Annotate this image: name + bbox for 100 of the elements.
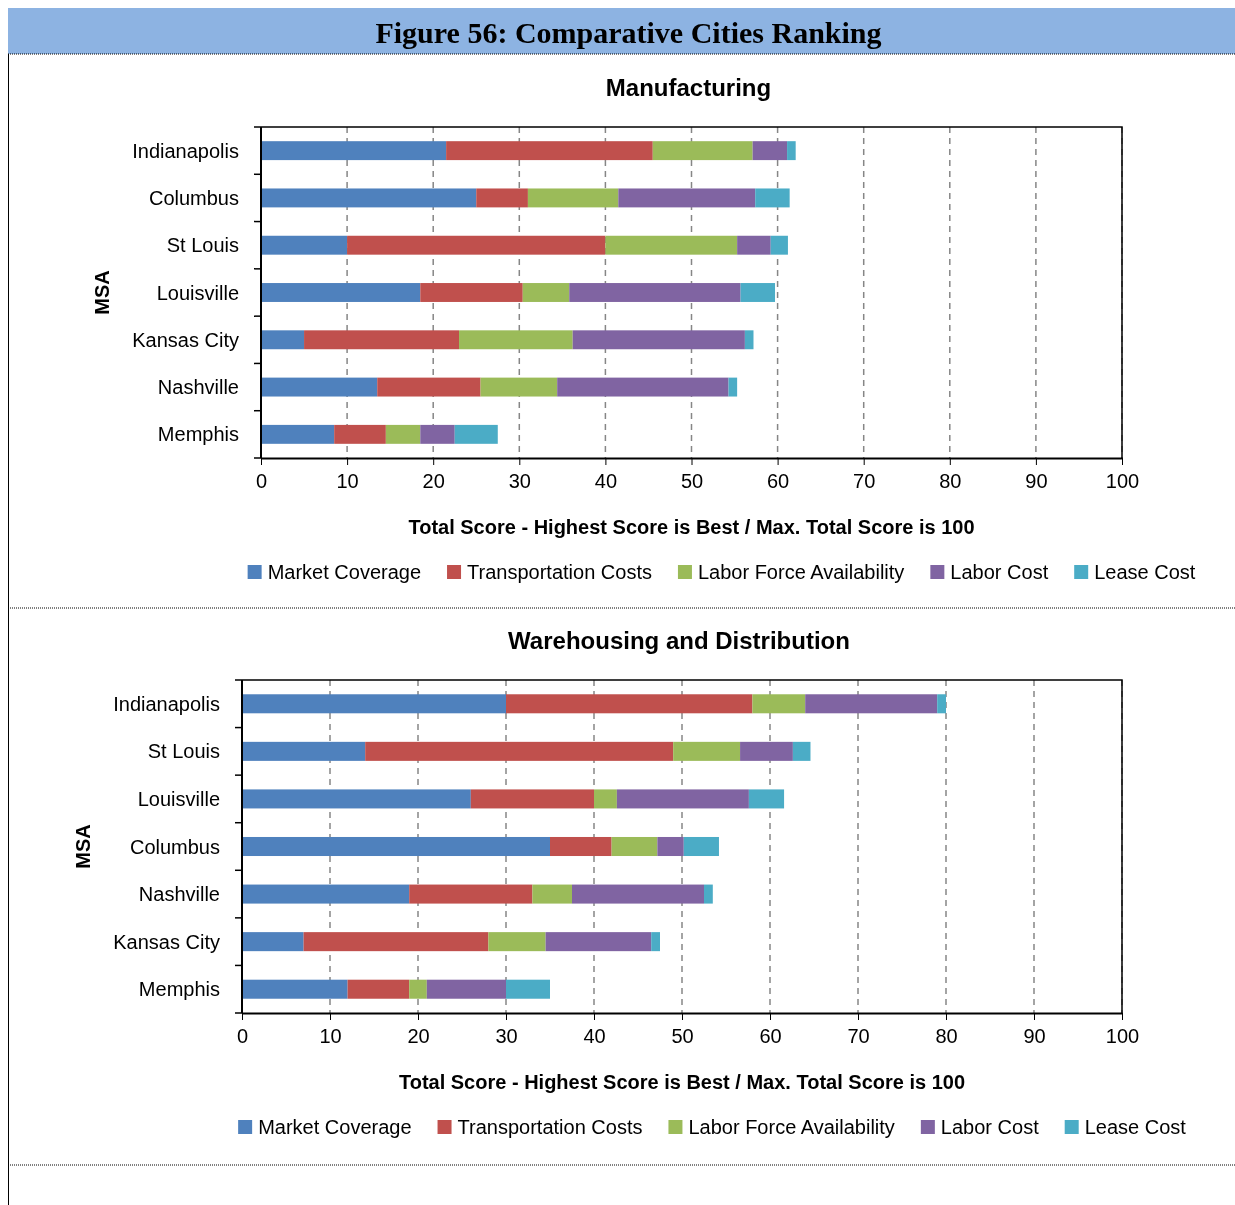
bar	[446, 141, 653, 161]
bar	[740, 741, 793, 761]
bar	[470, 789, 594, 809]
y-tick-label: Memphis	[157, 423, 239, 446]
y-tick-label: Indianapolis	[132, 139, 239, 162]
x-tick-label: 0	[255, 470, 268, 492]
legend-label: Market Coverage	[267, 561, 422, 583]
bar	[527, 188, 619, 208]
bar	[261, 377, 378, 397]
bar	[261, 188, 477, 208]
legend-label: Transportation Costs	[467, 561, 652, 583]
x-tick-label: 20	[422, 470, 445, 492]
x-tick-label: 30	[508, 470, 531, 492]
bar	[572, 884, 704, 904]
legend-label: Labor Cost	[950, 561, 1049, 583]
y-tick-label: Columbus	[148, 186, 239, 209]
bar	[261, 235, 348, 255]
x-axis-title: Total Score - Highest Score is Best / Max. Total Score is 100	[408, 516, 975, 538]
y-tick-label: Louisville	[156, 281, 239, 304]
bar	[673, 741, 741, 761]
bar	[740, 283, 776, 302]
x-tick-label: 100	[1105, 1025, 1140, 1047]
y-tick-label: Columbus	[129, 835, 220, 858]
bar	[748, 789, 785, 809]
legend-label: Market Coverage	[258, 1116, 412, 1138]
x-tick-label: 70	[847, 1025, 870, 1047]
bar	[365, 741, 674, 761]
bar	[532, 884, 572, 904]
bar	[683, 836, 719, 857]
y-tick-label: Kansas City	[113, 930, 220, 953]
y-tick-label: Nashville	[157, 376, 239, 399]
bar	[937, 694, 946, 714]
x-tick-label: 100	[1105, 470, 1140, 492]
bar	[506, 979, 550, 999]
bar	[459, 330, 573, 350]
bar	[569, 283, 741, 302]
legend-label: Labor Force Availability	[697, 561, 905, 583]
y-tick-label: Nashville	[138, 883, 220, 906]
bar	[242, 741, 366, 761]
bar	[261, 283, 421, 302]
bar	[752, 141, 788, 161]
bar	[480, 377, 558, 397]
bar	[545, 932, 652, 952]
bar	[347, 235, 606, 255]
bar	[242, 694, 506, 714]
bar	[752, 694, 806, 714]
bar	[618, 188, 756, 208]
legend-label: Transportation Costs	[457, 1116, 643, 1138]
bar	[550, 836, 612, 857]
legend-label: Lease Cost	[1084, 1116, 1187, 1138]
y-tick-label: Indianapolis	[113, 692, 220, 715]
legend-label: Labor Cost	[940, 1116, 1040, 1138]
bar	[377, 377, 481, 397]
bar	[420, 283, 523, 302]
bar	[522, 283, 570, 302]
bar	[242, 979, 348, 999]
x-tick-label: 70	[853, 470, 876, 492]
bar	[347, 979, 410, 999]
chart-title: Warehousing and Distribution	[508, 627, 850, 654]
bar	[728, 377, 738, 397]
bar	[572, 330, 745, 350]
x-tick-label: 80	[939, 470, 962, 492]
bar	[242, 789, 471, 809]
bar	[605, 235, 738, 255]
x-tick-label: 90	[1025, 470, 1048, 492]
x-tick-label: 40	[594, 470, 618, 492]
bar	[242, 836, 550, 857]
bar	[454, 424, 498, 444]
chart-title: Figure 56: Comparative Cities Ranking	[375, 15, 882, 49]
bar	[651, 932, 660, 952]
bar	[261, 141, 447, 161]
y-axis-title: MSA	[72, 824, 94, 869]
y-axis-title: MSA	[91, 270, 113, 315]
x-tick-label: 40	[583, 1025, 606, 1047]
x-axis-title: Total Score - Highest Score is Best / Max. Total Score is 100	[398, 1071, 966, 1093]
legend-label: Lease Cost	[1094, 561, 1196, 583]
x-tick-label: 50	[680, 470, 704, 492]
bar	[652, 141, 753, 161]
bar	[704, 884, 713, 904]
bar	[261, 424, 335, 444]
x-tick-label: 10	[336, 470, 359, 492]
bar	[334, 424, 386, 444]
bar	[304, 330, 460, 350]
bar	[557, 377, 729, 397]
x-tick-label: 10	[319, 1025, 342, 1047]
x-tick-label: 0	[236, 1025, 249, 1047]
chart-subtitle: Manufacturing	[605, 74, 772, 101]
x-tick-label: 60	[766, 470, 790, 492]
bar	[420, 424, 455, 444]
legend-label: Labor Force Availability	[688, 1116, 895, 1138]
y-tick-label: Memphis	[138, 978, 220, 1001]
bar	[385, 424, 421, 444]
bar	[594, 789, 617, 809]
y-tick-label: St Louis	[147, 740, 220, 763]
bar	[737, 235, 771, 255]
y-tick-label: St Louis	[166, 234, 239, 257]
x-tick-label: 50	[671, 1025, 694, 1047]
y-tick-label: Louisville	[137, 787, 220, 810]
y-tick-label: Kansas City	[132, 328, 239, 351]
bar	[409, 884, 533, 904]
